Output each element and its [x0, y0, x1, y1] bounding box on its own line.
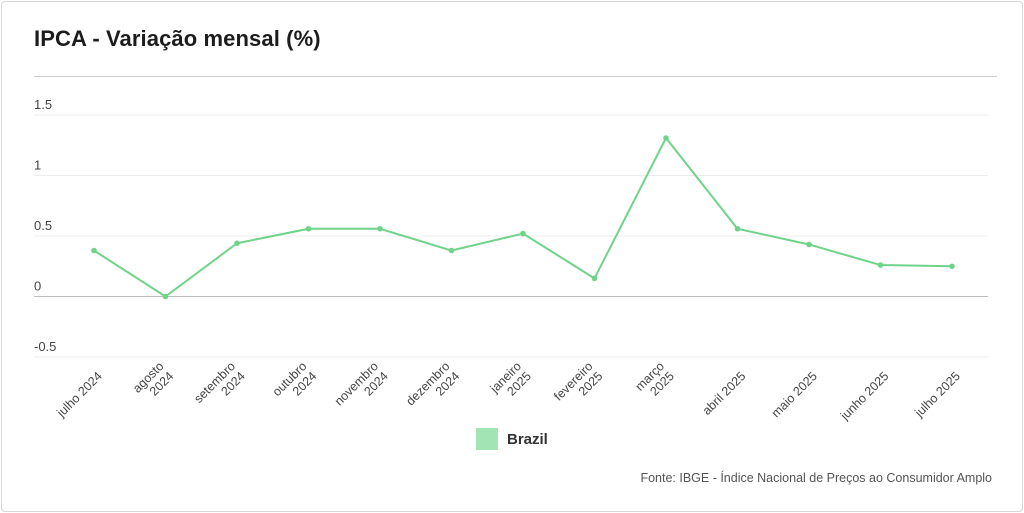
data-point	[591, 275, 598, 282]
y-tick-label: 0.5	[34, 218, 52, 233]
chart-source: Fonte: IBGE - Índice Nacional de Preços …	[640, 471, 992, 485]
data-point	[305, 225, 312, 232]
data-point	[806, 241, 812, 248]
x-tick-label: outubro2024	[270, 359, 320, 409]
x-tick-label: fevereiro2025	[551, 359, 605, 413]
x-tick-label: maio 2025	[769, 369, 820, 420]
x-tick-label: março2025	[633, 359, 677, 403]
chart-legend[interactable]: Brazil	[476, 428, 548, 450]
data-point	[663, 135, 669, 141]
legend-label-brazil: Brazil	[507, 430, 548, 448]
x-tick-label: julho 2025	[912, 369, 963, 420]
x-tick-label: dezembro2024	[403, 359, 462, 418]
data-point	[734, 225, 741, 232]
x-tick-label: novembro2024	[332, 359, 391, 418]
data-point	[949, 263, 955, 270]
x-tick-label: abril 2025	[700, 369, 749, 418]
chart-title: IPCA - Variação mensal (%)	[34, 26, 321, 51]
data-point	[520, 230, 526, 237]
x-tick-label: agosto2024	[130, 359, 176, 405]
data-point	[448, 247, 455, 254]
series-line	[93, 136, 953, 298]
data-point	[91, 247, 97, 254]
y-tick-label: 0	[34, 279, 41, 294]
x-tick-label: setembro2024	[191, 359, 248, 416]
x-tick-label: janeiro2025	[487, 359, 534, 406]
y-tick-label: -0.5	[34, 339, 56, 354]
data-point	[162, 293, 169, 300]
data-point	[877, 262, 884, 268]
x-tick-label: junho 2025	[837, 369, 891, 422]
data-point	[234, 240, 240, 247]
data-point	[377, 225, 383, 232]
y-tick-label: 1	[34, 158, 41, 173]
x-tick-label: julho 2024	[54, 369, 105, 420]
line-chart: -0.5 0 0.5 1 1.5 julho 2024 agosto2024 setembro…	[34, 97, 988, 422]
title-divider	[34, 76, 997, 77]
legend-swatch-brazil	[476, 428, 498, 450]
y-tick-label: 1.5	[34, 97, 52, 112]
